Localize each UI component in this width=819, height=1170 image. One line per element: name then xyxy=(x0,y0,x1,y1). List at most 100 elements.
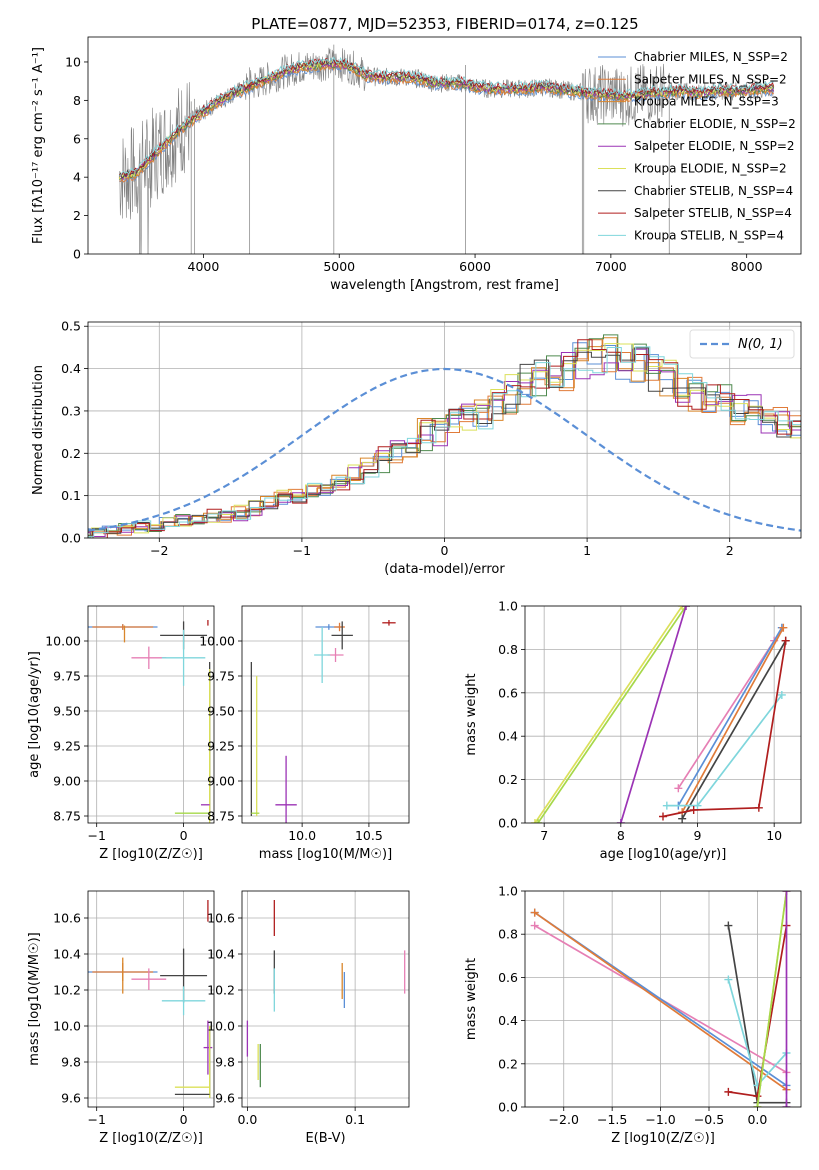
axes-frame xyxy=(87,36,802,255)
y-tick-label: 9.00 xyxy=(53,774,81,789)
x-tick-label: 1 xyxy=(583,543,591,558)
model-spectrum xyxy=(118,58,775,176)
plus-marker xyxy=(781,636,790,645)
y-tick-label: 10 xyxy=(65,54,81,69)
y-tick-label: 0.8 xyxy=(498,927,518,942)
y-tick-label: 10.6 xyxy=(207,911,235,926)
mass-weight-line xyxy=(756,891,788,1107)
error-bar-point xyxy=(131,968,167,990)
axes-frame xyxy=(241,890,410,1108)
x-axis-label: mass [log10(M/M☉)] xyxy=(259,847,392,862)
gaussian-curve xyxy=(88,367,801,532)
model-spectrum xyxy=(119,61,775,181)
y-tick-label: 0.4 xyxy=(498,729,518,744)
legend-label: Kroupa STELIB, N_SSP=4 xyxy=(634,228,784,242)
y-tick-label: 10.0 xyxy=(207,1019,235,1034)
plus-marker xyxy=(682,606,690,610)
y-tick-label: 0.6 xyxy=(498,685,518,700)
plus-marker xyxy=(753,1092,762,1101)
plus-marker xyxy=(724,1087,733,1096)
histogram-series xyxy=(88,339,801,536)
y-tick-label: 0.4 xyxy=(498,1013,518,1028)
error-bar-point xyxy=(131,646,167,669)
y-tick-label: 0.0 xyxy=(498,816,518,831)
x-tick-label: 10.0 xyxy=(288,828,316,843)
plus-marker xyxy=(616,819,625,823)
x-tick-label: −1 xyxy=(87,1112,105,1127)
massweight-vs-Z-panel: −2.0 −1.5 −1.0 −0.5 0.0 0.0 0.2 0.4 0.6 0.8 1.0 Z [… xyxy=(464,884,802,1146)
y-tick-label: 8 xyxy=(73,93,81,108)
plus-marker xyxy=(534,819,543,823)
y-tick-label: 9.75 xyxy=(53,669,81,684)
y-tick-label: 10.00 xyxy=(199,634,235,649)
y-tick-label: 0.3 xyxy=(61,403,81,418)
legend-label: Salpeter STELIB, N_SSP=4 xyxy=(634,206,792,220)
plus-marker xyxy=(674,784,683,793)
x-tick-label: 10.5 xyxy=(355,828,383,843)
x-tick-label: 10 xyxy=(766,828,782,843)
x-tick-label: 0.1 xyxy=(345,1112,365,1127)
histogram-series xyxy=(88,342,801,532)
y-tick-label: 0 xyxy=(73,247,81,262)
mass-weight-line xyxy=(677,640,775,789)
error-bar-point xyxy=(275,755,297,823)
x-tick-label: 0 xyxy=(180,828,188,843)
massweight-vs-age-panel: 7 8 9 10 0.0 0.2 0.4 0.6 0.8 1.0 age [log10(age/yr… xyxy=(464,599,802,862)
y-tick-label: 0.0 xyxy=(498,1100,518,1115)
x-tick-label: 0 xyxy=(441,543,449,558)
plus-marker xyxy=(530,908,539,917)
histogram-series xyxy=(88,346,801,538)
y-tick-label: 9.6 xyxy=(61,1091,81,1106)
age-vs-mass-panel: 10.0 10.5 8.75 9.00 9.25 9.50 9.75 10.00 mass [l… xyxy=(199,605,410,862)
residuals-panel: −2 −1 0 1 2 0.0 0.1 0.2 0.3 0.4 0.5 (data-model)/er… xyxy=(31,319,802,577)
x-axis-label: E(B-V) xyxy=(305,1131,345,1146)
plus-marker xyxy=(724,921,733,930)
y-axis-label: Flux [fλ10⁻¹⁷ erg cm⁻² s⁻¹ A⁻¹] xyxy=(31,47,46,244)
axes-frame xyxy=(524,605,802,824)
plus-marker xyxy=(530,921,539,930)
y-tick-label: 4 xyxy=(73,170,81,185)
axes-frame xyxy=(87,605,215,824)
axes-frame xyxy=(87,890,215,1108)
x-axis-label: Z [log10(Z/Z☉)] xyxy=(99,847,203,862)
mass-weight-line xyxy=(619,606,687,823)
mass-vs-EBV-panel: 0.0 0.1 9.6 9.8 10.0 10.2 10.4 10.6 E(B-V) xyxy=(207,890,410,1146)
plus-marker xyxy=(779,623,788,632)
y-tick-label: 8.75 xyxy=(207,809,235,824)
legend-label: Kroupa ELODIE, N_SSP=2 xyxy=(634,162,787,176)
x-tick-label: 0.0 xyxy=(237,1112,257,1127)
mass-weight-line xyxy=(681,640,787,820)
y-tick-label: 1.0 xyxy=(498,884,518,899)
y-tick-label: 9.6 xyxy=(215,1091,235,1106)
legend-label: Chabrier MILES, N_SSP=2 xyxy=(634,50,788,64)
x-tick-label: 2 xyxy=(726,543,734,558)
y-tick-label: 0.6 xyxy=(498,970,518,985)
y-tick-label: 0.1 xyxy=(61,488,81,503)
y-tick-label: 10.4 xyxy=(207,947,235,962)
y-tick-label: 2 xyxy=(73,208,81,223)
plus-marker xyxy=(689,805,698,814)
legend-label: Kroupa MILES, N_SSP=3 xyxy=(634,95,779,109)
y-tick-label: 0.2 xyxy=(61,446,81,461)
error-bar-point xyxy=(331,621,353,650)
y-axis-label: age [log10(age/yr)] xyxy=(27,651,42,778)
histogram-series xyxy=(88,339,801,538)
x-axis-label: Z [log10(Z/Z☉)] xyxy=(99,1131,203,1146)
y-tick-label: 10.6 xyxy=(53,911,81,926)
legend-label: Chabrier STELIB, N_SSP=4 xyxy=(634,184,793,198)
x-tick-label: 5000 xyxy=(323,259,355,274)
x-tick-label: 4000 xyxy=(188,259,220,274)
x-tick-label: −2.0 xyxy=(549,1112,579,1127)
y-axis-label: mass weight xyxy=(464,673,479,755)
legend-label: Chabrier ELODIE, N_SSP=2 xyxy=(634,117,796,131)
plus-marker xyxy=(782,891,791,895)
x-tick-label: 8 xyxy=(617,828,625,843)
y-tick-label: 10.00 xyxy=(45,634,81,649)
error-bar-point xyxy=(334,622,345,632)
plus-marker xyxy=(530,819,539,823)
axes-frame xyxy=(524,890,802,1108)
plus-marker xyxy=(724,975,733,984)
legend-label: Salpeter ELODIE, N_SSP=2 xyxy=(634,139,795,153)
y-axis-label: mass [log10(M/M☉)] xyxy=(27,932,42,1065)
plus-marker xyxy=(662,801,671,810)
